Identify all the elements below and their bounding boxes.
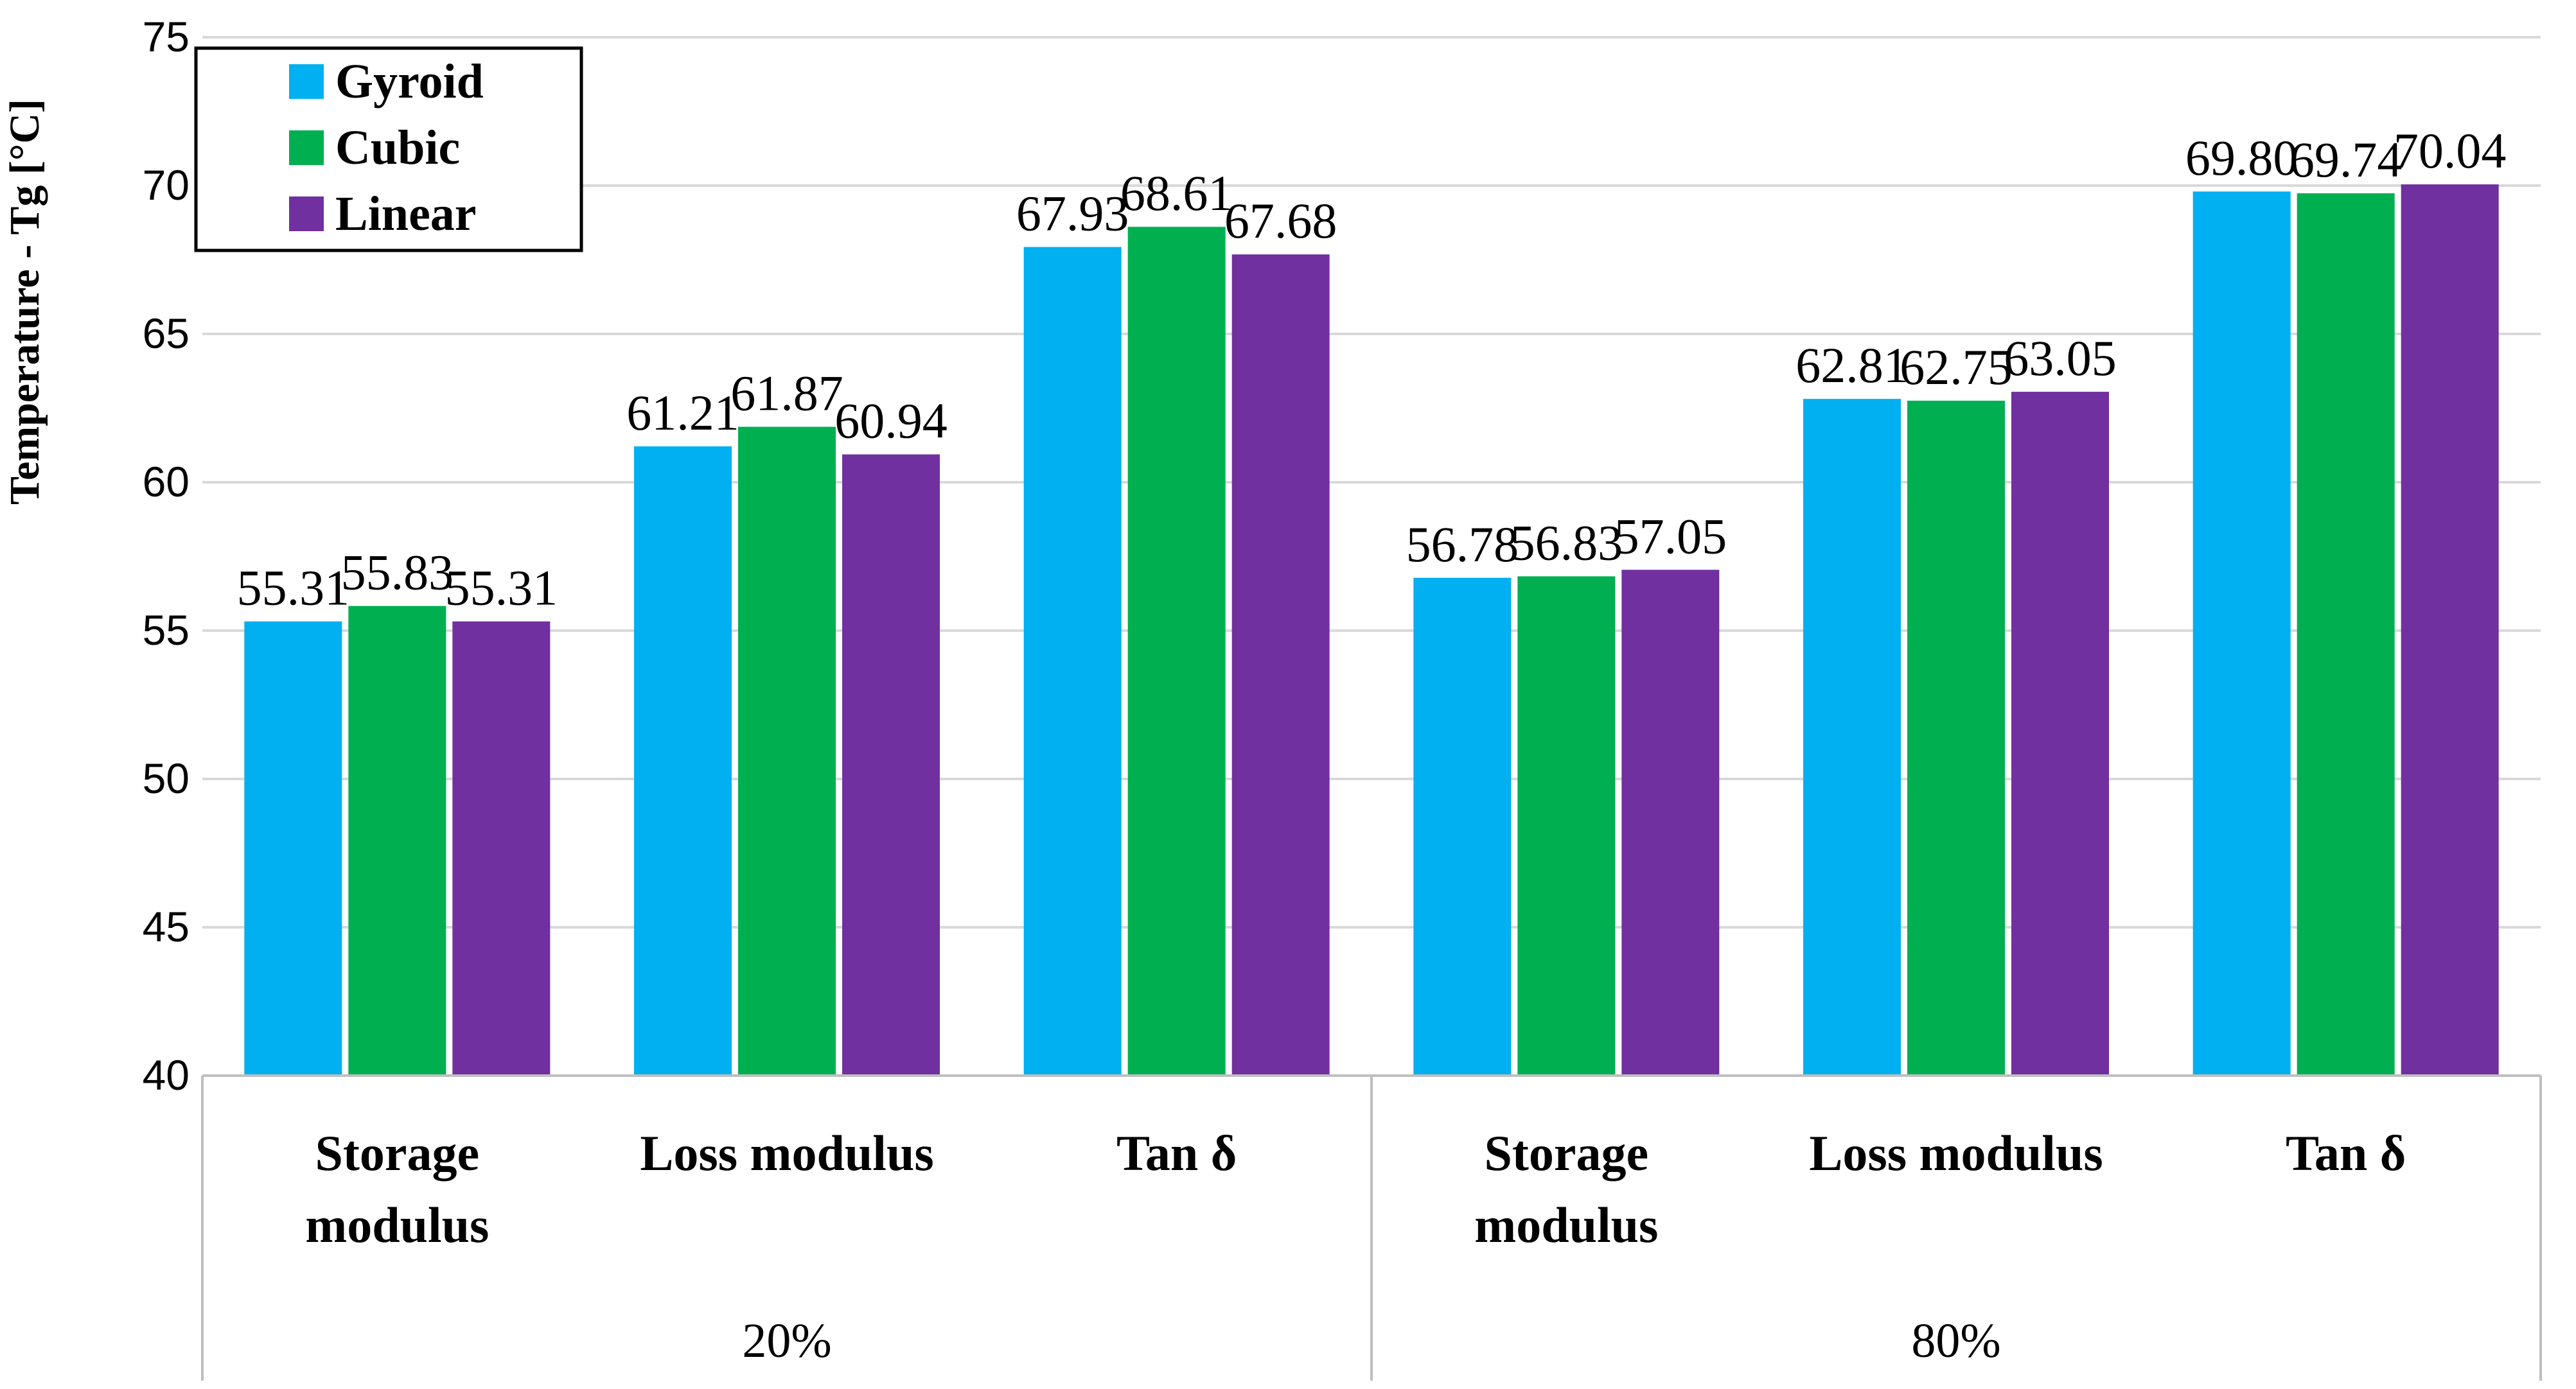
data-label: 63.05 <box>2004 330 2117 386</box>
data-label: 61.87 <box>730 365 843 421</box>
data-label: 67.93 <box>1016 186 1129 241</box>
x-category-label: Loss modulus <box>1809 1125 2103 1181</box>
y-tick-label: 50 <box>143 755 190 802</box>
x-category-label: Storage modulus <box>305 1125 489 1253</box>
data-label: 69.80 <box>2185 130 2298 186</box>
y-tick-label: 45 <box>143 903 190 950</box>
x-category-label: Tan δ <box>2286 1125 2406 1181</box>
x-category-label-line: modulus <box>305 1197 489 1253</box>
x-axis: Storage modulus Loss modulus Tan δ Storage mo… <box>201 1074 2542 1381</box>
data-label: 62.75 <box>1900 339 2013 395</box>
y-axis-ticks: 40 45 50 55 60 65 70 75 <box>143 13 190 1099</box>
x-group-label: 80% <box>1911 1314 2000 1368</box>
x-category-label-line: modulus <box>1474 1197 1658 1253</box>
bar-cubic <box>1517 576 1616 1076</box>
data-label: 55.31 <box>237 560 350 616</box>
bar-gyroid <box>2192 191 2291 1076</box>
data-label: 62.81 <box>1795 337 1909 393</box>
data-label: 57.05 <box>1614 508 1727 564</box>
bar-gyroid <box>1023 247 1122 1076</box>
bar-cubic <box>1907 400 2005 1076</box>
bar-linear <box>1621 570 1720 1076</box>
x-category-label-line: Storage <box>315 1125 480 1181</box>
bar-gyroid <box>1413 577 1512 1076</box>
legend-swatch-cubic <box>289 130 324 165</box>
x-category-label-line: Loss modulus <box>640 1125 933 1181</box>
x-category-label-line: Tan δ <box>1116 1125 1237 1181</box>
data-label: 56.78 <box>1406 516 1519 572</box>
legend-label: Linear <box>335 187 477 241</box>
legend-swatch-linear <box>289 197 324 231</box>
data-label: 67.68 <box>1224 193 1337 249</box>
bar-cubic <box>738 426 836 1076</box>
bar-linear <box>1231 254 1330 1076</box>
legend-label: Gyroid <box>335 55 484 109</box>
y-tick-label: 55 <box>143 606 190 654</box>
y-axis-label: Temperature - Tg [°C] <box>1 99 48 505</box>
legend: Gyroid Cubic Linear <box>194 46 583 252</box>
data-label: 69.74 <box>2289 132 2403 188</box>
legend-label: Cubic <box>335 121 460 175</box>
data-label: 55.31 <box>445 560 558 616</box>
gridlines <box>202 36 2541 929</box>
bars <box>244 184 2499 1076</box>
bar-cubic <box>348 606 446 1076</box>
legend-swatch-gyroid <box>289 64 324 99</box>
x-group-label: 20% <box>742 1314 831 1368</box>
y-tick-label: 60 <box>143 458 190 505</box>
x-category-label: Loss modulus <box>640 1125 933 1181</box>
y-tick-label: 40 <box>143 1051 190 1099</box>
bar-linear <box>2011 392 2109 1076</box>
data-label: 60.94 <box>834 393 948 449</box>
data-label: 61.21 <box>626 385 739 441</box>
x-category-label: Tan δ <box>1116 1125 1237 1181</box>
x-category-label-line: Storage <box>1485 1125 1649 1181</box>
data-label: 55.83 <box>341 545 454 600</box>
bar-cubic <box>1127 227 1226 1076</box>
bar-gyroid <box>1803 399 1901 1076</box>
data-label: 68.61 <box>1120 165 1233 221</box>
y-tick-label: 75 <box>143 13 190 60</box>
data-label: 70.04 <box>2394 123 2507 179</box>
y-tick-label: 70 <box>143 161 190 209</box>
bar-cubic <box>2297 193 2395 1076</box>
y-tick-label: 65 <box>143 310 190 357</box>
x-category-label-line: Loss modulus <box>1809 1125 2103 1181</box>
bar-linear <box>842 454 940 1076</box>
x-category-label-line: Tan δ <box>2286 1125 2406 1181</box>
x-category-label: Storage modulus <box>1474 1125 1658 1253</box>
bar-linear <box>2401 184 2499 1076</box>
bar-gyroid <box>634 446 732 1076</box>
legend-box <box>194 46 583 252</box>
data-label: 56.83 <box>1510 514 1623 570</box>
bar-linear <box>452 621 551 1076</box>
bar-gyroid <box>244 621 342 1076</box>
